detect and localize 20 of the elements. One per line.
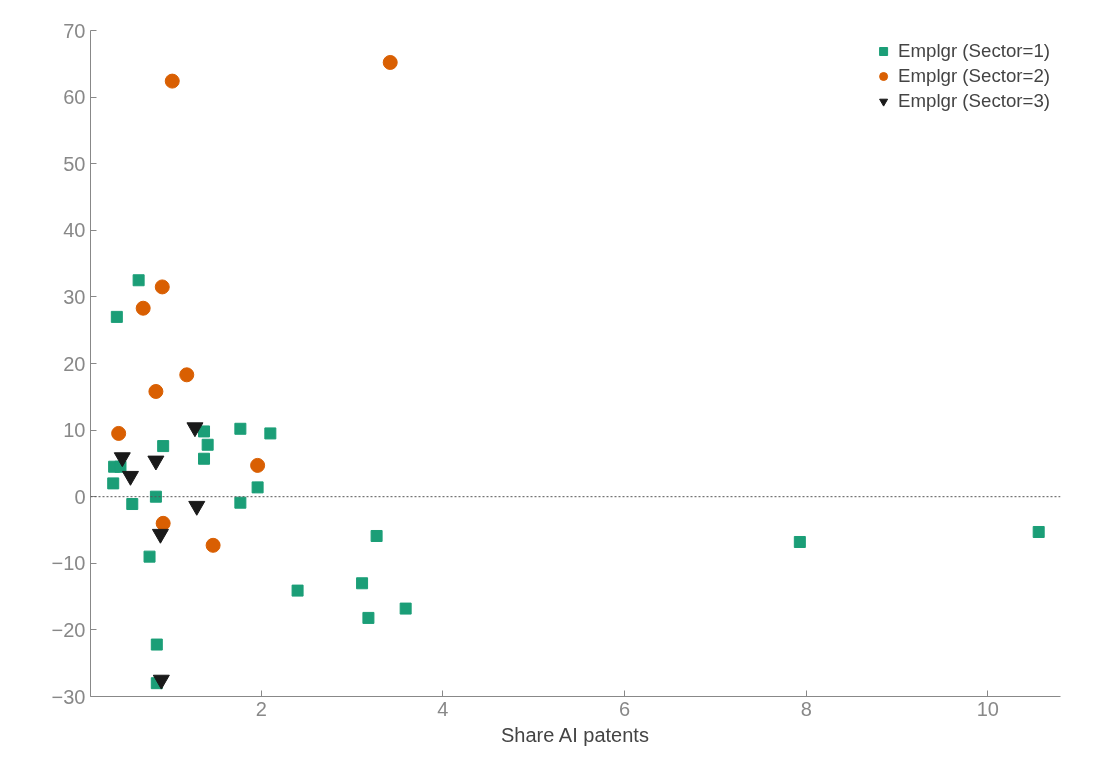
- x-tick-label: 8: [800, 697, 812, 720]
- legend-label: Emplgr (Sector=2): [898, 65, 1050, 87]
- y-tick-label: 60: [63, 86, 86, 109]
- x-tick-label: 4: [437, 697, 449, 720]
- x-tick-label: 2: [255, 697, 267, 720]
- x-tick-label: 6: [618, 697, 631, 720]
- y-tick-label: 20: [63, 352, 86, 375]
- y-tick-label: −30: [51, 685, 86, 708]
- y-tick-label: −20: [51, 618, 86, 641]
- x-axis-title: Share AI patents: [501, 723, 649, 746]
- y-tick-label: −10: [51, 552, 86, 575]
- legend-label: Emplgr (Sector=3): [898, 90, 1050, 112]
- legend-label: Emplgr (Sector=1): [898, 40, 1050, 62]
- y-tick-label: 10: [63, 419, 86, 442]
- y-tick-label: 40: [63, 219, 86, 242]
- y-tick-label: 0: [74, 485, 86, 508]
- y-tick-label: 70: [63, 19, 86, 42]
- x-tick-label: 10: [976, 697, 999, 720]
- y-tick-label: 50: [63, 152, 86, 175]
- y-tick-label: 30: [63, 285, 86, 308]
